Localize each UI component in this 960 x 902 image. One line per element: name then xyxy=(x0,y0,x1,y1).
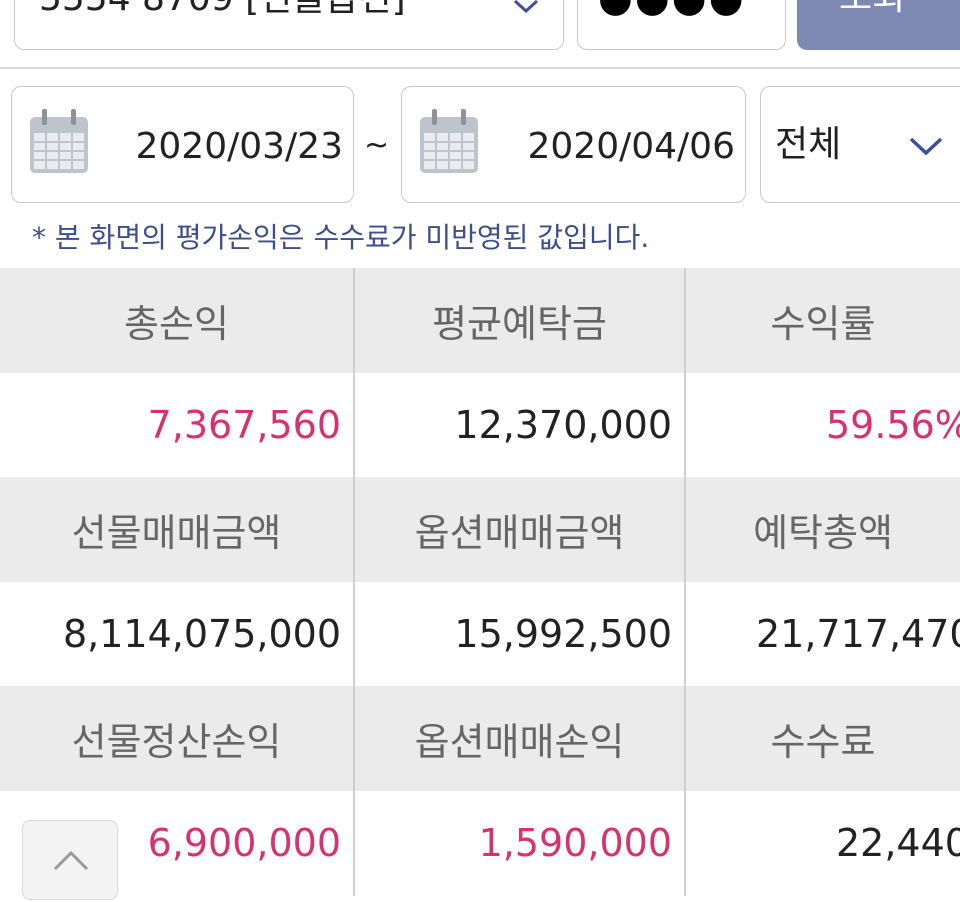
value-cell: 59.56% xyxy=(686,372,960,477)
calendar-icon xyxy=(420,109,478,173)
notice: * 본 화면의 평가손익은 수수료가 미반영된 값입니다. xyxy=(32,221,650,254)
up-arrow xyxy=(53,850,89,871)
value-cell: 1,590,000 xyxy=(355,790,684,895)
chevron xyxy=(909,137,943,156)
header-cell: 예탁총액 xyxy=(686,477,960,583)
password: ●●●● xyxy=(598,0,746,21)
calendar-icon xyxy=(30,109,88,173)
date-separator: ~ xyxy=(364,128,390,163)
header-cell: 평균예탁금 xyxy=(355,268,684,374)
value-cell: 8,114,075,000 xyxy=(0,581,353,686)
chevron xyxy=(513,0,539,14)
value-cell: 21,717,470 xyxy=(686,581,960,686)
end-date-text: 2020/04/06 xyxy=(527,126,736,167)
search-button[interactable]: 조회 xyxy=(797,0,960,50)
header-cell: 선물매매금액 xyxy=(0,477,353,583)
column-divider xyxy=(353,268,355,896)
value-cell: 12,370,000 xyxy=(355,372,684,477)
start-date-text: 2020/03/23 xyxy=(135,126,344,167)
filter-label: 전체 xyxy=(775,124,842,165)
value-cell: 22,440 xyxy=(686,790,960,895)
column-divider xyxy=(684,268,686,896)
start-date[interactable]: 2020/03/23 xyxy=(11,86,354,203)
header-cell: 옵션매매손익 xyxy=(355,686,684,792)
header-cell: 수익률 xyxy=(686,268,960,374)
filter-select[interactable]: 전체 xyxy=(760,86,960,203)
value-cell: 15,992,500 xyxy=(355,581,684,686)
value-cell: 7,367,560 xyxy=(0,372,353,477)
password-input[interactable]: ●●●● xyxy=(577,0,786,50)
scroll-top-button[interactable] xyxy=(22,820,118,900)
end-date[interactable]: 2020/04/06 xyxy=(401,86,746,203)
account-label: 5554 8709 [선물옵션] xyxy=(39,0,406,17)
header-cell: 총손익 xyxy=(0,268,353,374)
account-select[interactable]: 5554 8709 [선물옵션] xyxy=(14,0,564,50)
button-label: 조회 xyxy=(839,0,905,16)
header-cell: 옵션매매금액 xyxy=(355,477,684,583)
divider xyxy=(0,67,960,69)
header-cell: 수수료 xyxy=(686,686,960,792)
header-cell: 선물정산손익 xyxy=(0,686,353,792)
